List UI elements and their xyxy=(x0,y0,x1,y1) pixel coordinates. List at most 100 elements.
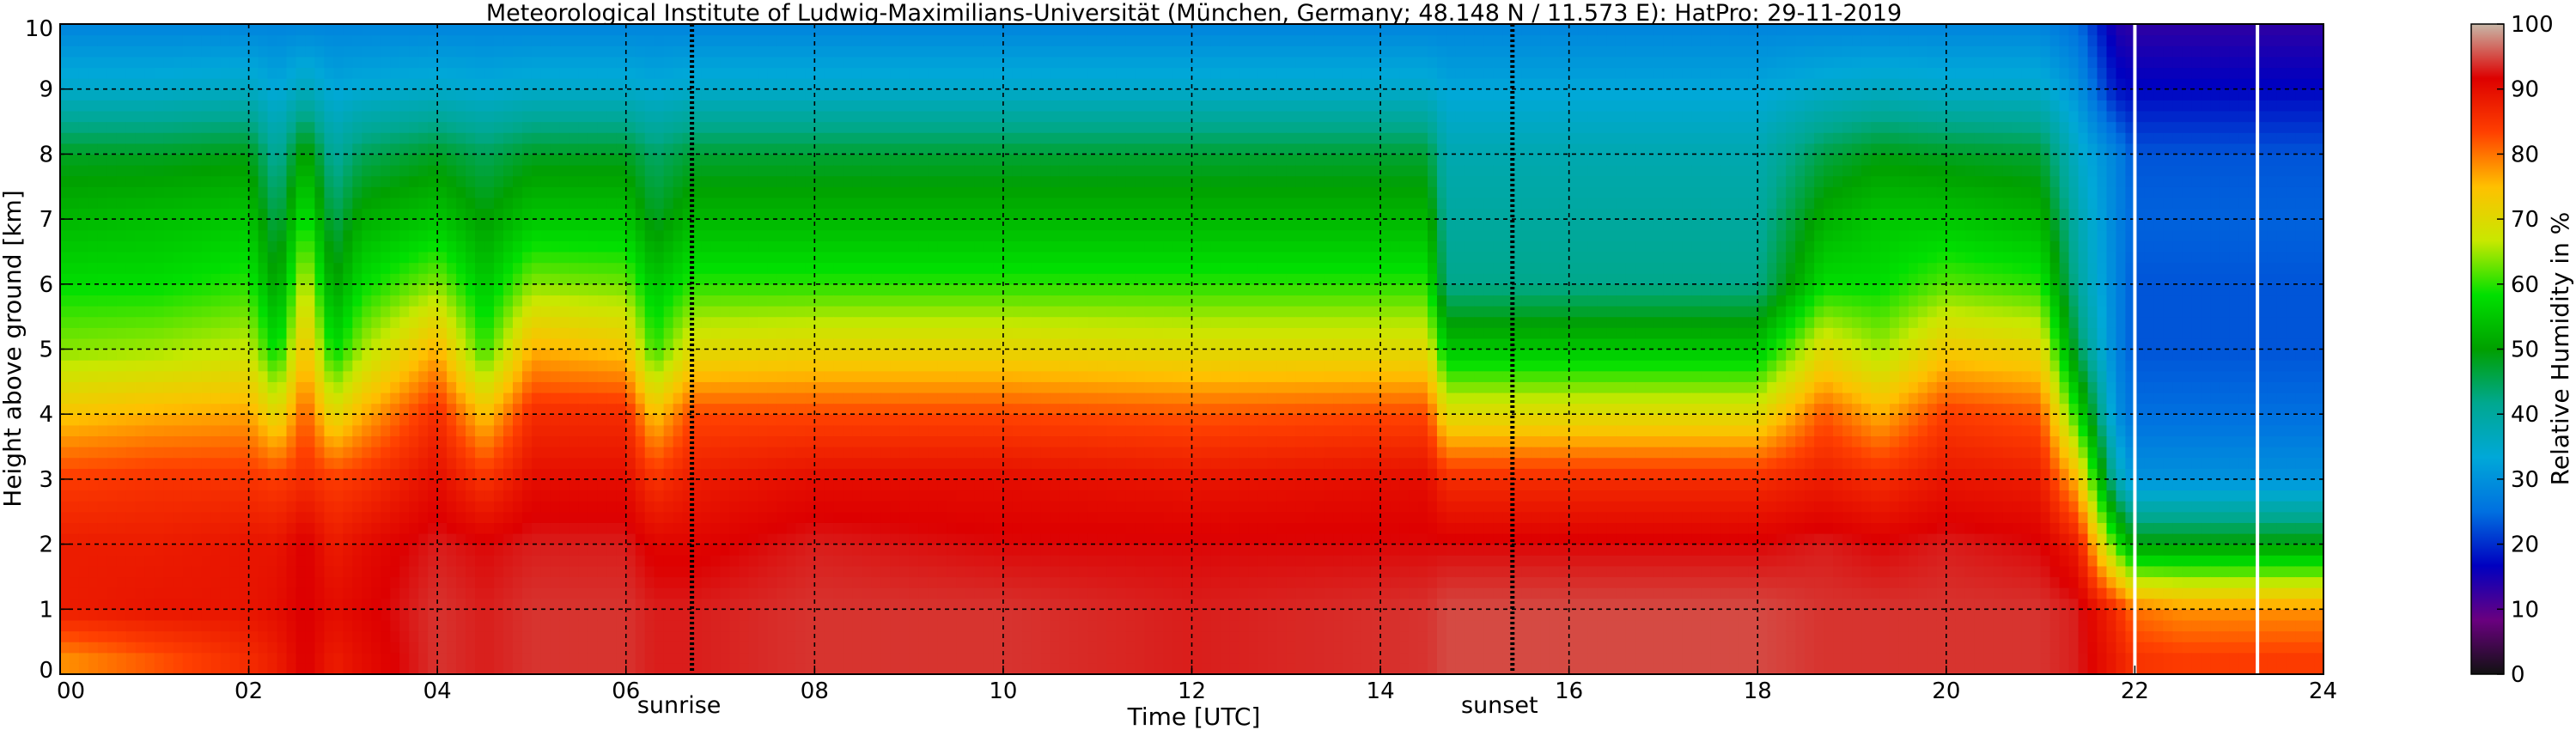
heatmap-cell xyxy=(116,457,127,469)
heatmap-cell xyxy=(125,24,137,36)
heatmap-cell xyxy=(795,381,806,393)
heatmap-cell xyxy=(720,370,731,382)
heatmap-cell xyxy=(701,587,712,599)
heatmap-cell xyxy=(125,110,137,123)
heatmap-cell xyxy=(295,544,307,556)
heatmap-cell xyxy=(409,121,419,133)
heatmap-cell xyxy=(88,447,99,459)
heatmap-cell xyxy=(513,576,523,588)
heatmap-cell xyxy=(710,273,722,285)
heatmap-cell xyxy=(135,501,146,513)
heatmap-cell xyxy=(833,663,843,674)
heatmap-cell xyxy=(569,619,580,632)
heatmap-cell xyxy=(305,642,316,654)
heatmap-cell xyxy=(663,447,674,459)
heatmap-cell xyxy=(333,598,344,610)
heatmap-cell xyxy=(277,360,288,372)
heatmap-cell xyxy=(305,219,316,231)
heatmap-cell xyxy=(758,652,769,664)
heatmap-cell xyxy=(521,652,533,664)
heatmap-cell xyxy=(258,414,269,426)
heatmap-cell xyxy=(78,165,89,177)
heatmap-cell xyxy=(305,110,316,123)
heatmap-cell xyxy=(682,306,693,318)
heatmap-cell xyxy=(814,229,825,241)
heatmap-cell xyxy=(776,316,787,328)
heatmap-cell xyxy=(333,424,344,437)
heatmap-cell xyxy=(210,587,222,599)
heatmap-cell xyxy=(173,468,184,480)
heatmap-cell xyxy=(371,219,381,231)
heatmap-cell xyxy=(135,544,146,556)
heatmap-cell xyxy=(390,273,400,285)
heatmap-cell xyxy=(540,208,551,220)
heatmap-cell xyxy=(739,240,750,252)
heatmap-cell xyxy=(720,327,731,339)
heatmap-cell xyxy=(182,88,193,100)
heatmap-cell xyxy=(824,652,834,664)
heatmap-cell xyxy=(135,208,146,220)
heatmap-cell xyxy=(673,501,684,513)
heatmap-cell xyxy=(229,175,241,187)
heatmap-cell xyxy=(521,121,533,133)
heatmap-cell xyxy=(513,522,523,534)
heatmap-cell xyxy=(540,587,551,599)
heatmap-cell xyxy=(466,262,476,274)
heatmap-cell xyxy=(531,24,542,36)
heatmap-cell xyxy=(267,132,278,144)
heatmap-cell xyxy=(531,652,542,664)
heatmap-cell xyxy=(409,532,419,545)
heatmap-cell xyxy=(248,598,259,610)
heatmap-cell xyxy=(88,370,99,382)
heatmap-cell xyxy=(644,370,655,382)
heatmap-cell xyxy=(286,501,297,513)
heatmap-cell xyxy=(597,338,608,350)
heatmap-cell xyxy=(767,555,778,567)
heatmap-cell xyxy=(559,490,570,502)
heatmap-cell xyxy=(673,338,684,350)
heatmap-cell xyxy=(88,544,99,556)
heatmap-cell xyxy=(786,522,796,534)
heatmap-cell xyxy=(277,208,288,220)
heatmap-cell xyxy=(513,186,523,198)
heatmap-cell xyxy=(399,262,410,274)
heatmap-cell xyxy=(513,598,523,610)
heatmap-cell xyxy=(673,349,684,361)
heatmap-cell xyxy=(540,544,551,556)
heatmap-cell xyxy=(192,555,203,567)
heatmap-cell xyxy=(116,175,127,187)
heatmap-cell xyxy=(833,262,843,274)
heatmap-cell xyxy=(701,110,712,123)
heatmap-cell xyxy=(88,435,99,447)
heatmap-cell xyxy=(635,663,646,674)
heatmap-cell xyxy=(625,316,636,328)
heatmap-cell xyxy=(616,67,627,79)
heatmap-cell xyxy=(390,663,400,674)
heatmap-cell xyxy=(428,522,438,534)
heatmap-cell xyxy=(286,327,297,339)
heatmap-cell xyxy=(371,457,381,469)
heatmap-cell xyxy=(69,132,80,144)
heatmap-cell xyxy=(107,457,118,469)
heatmap-cell xyxy=(107,652,118,664)
heatmap-cell xyxy=(352,88,362,100)
heatmap-cell xyxy=(352,143,362,155)
heatmap-cell xyxy=(701,240,712,252)
heatmap-cell xyxy=(88,338,99,350)
heatmap-cell xyxy=(456,78,466,90)
heatmap-cell xyxy=(409,555,419,567)
heatmap-cell xyxy=(795,154,806,166)
heatmap-cell xyxy=(220,555,231,567)
heatmap-cell xyxy=(578,501,589,513)
heatmap-cell xyxy=(324,630,334,642)
heatmap-cell xyxy=(786,630,796,642)
heatmap-cell xyxy=(559,295,570,307)
heatmap-cell xyxy=(428,490,438,502)
heatmap-cell xyxy=(314,143,326,155)
heatmap-cell xyxy=(135,295,146,307)
heatmap-cell xyxy=(494,511,504,523)
heatmap-cell xyxy=(635,349,646,361)
heatmap-cell xyxy=(210,251,222,264)
heatmap-cell xyxy=(494,186,504,198)
heatmap-cell xyxy=(531,316,542,328)
